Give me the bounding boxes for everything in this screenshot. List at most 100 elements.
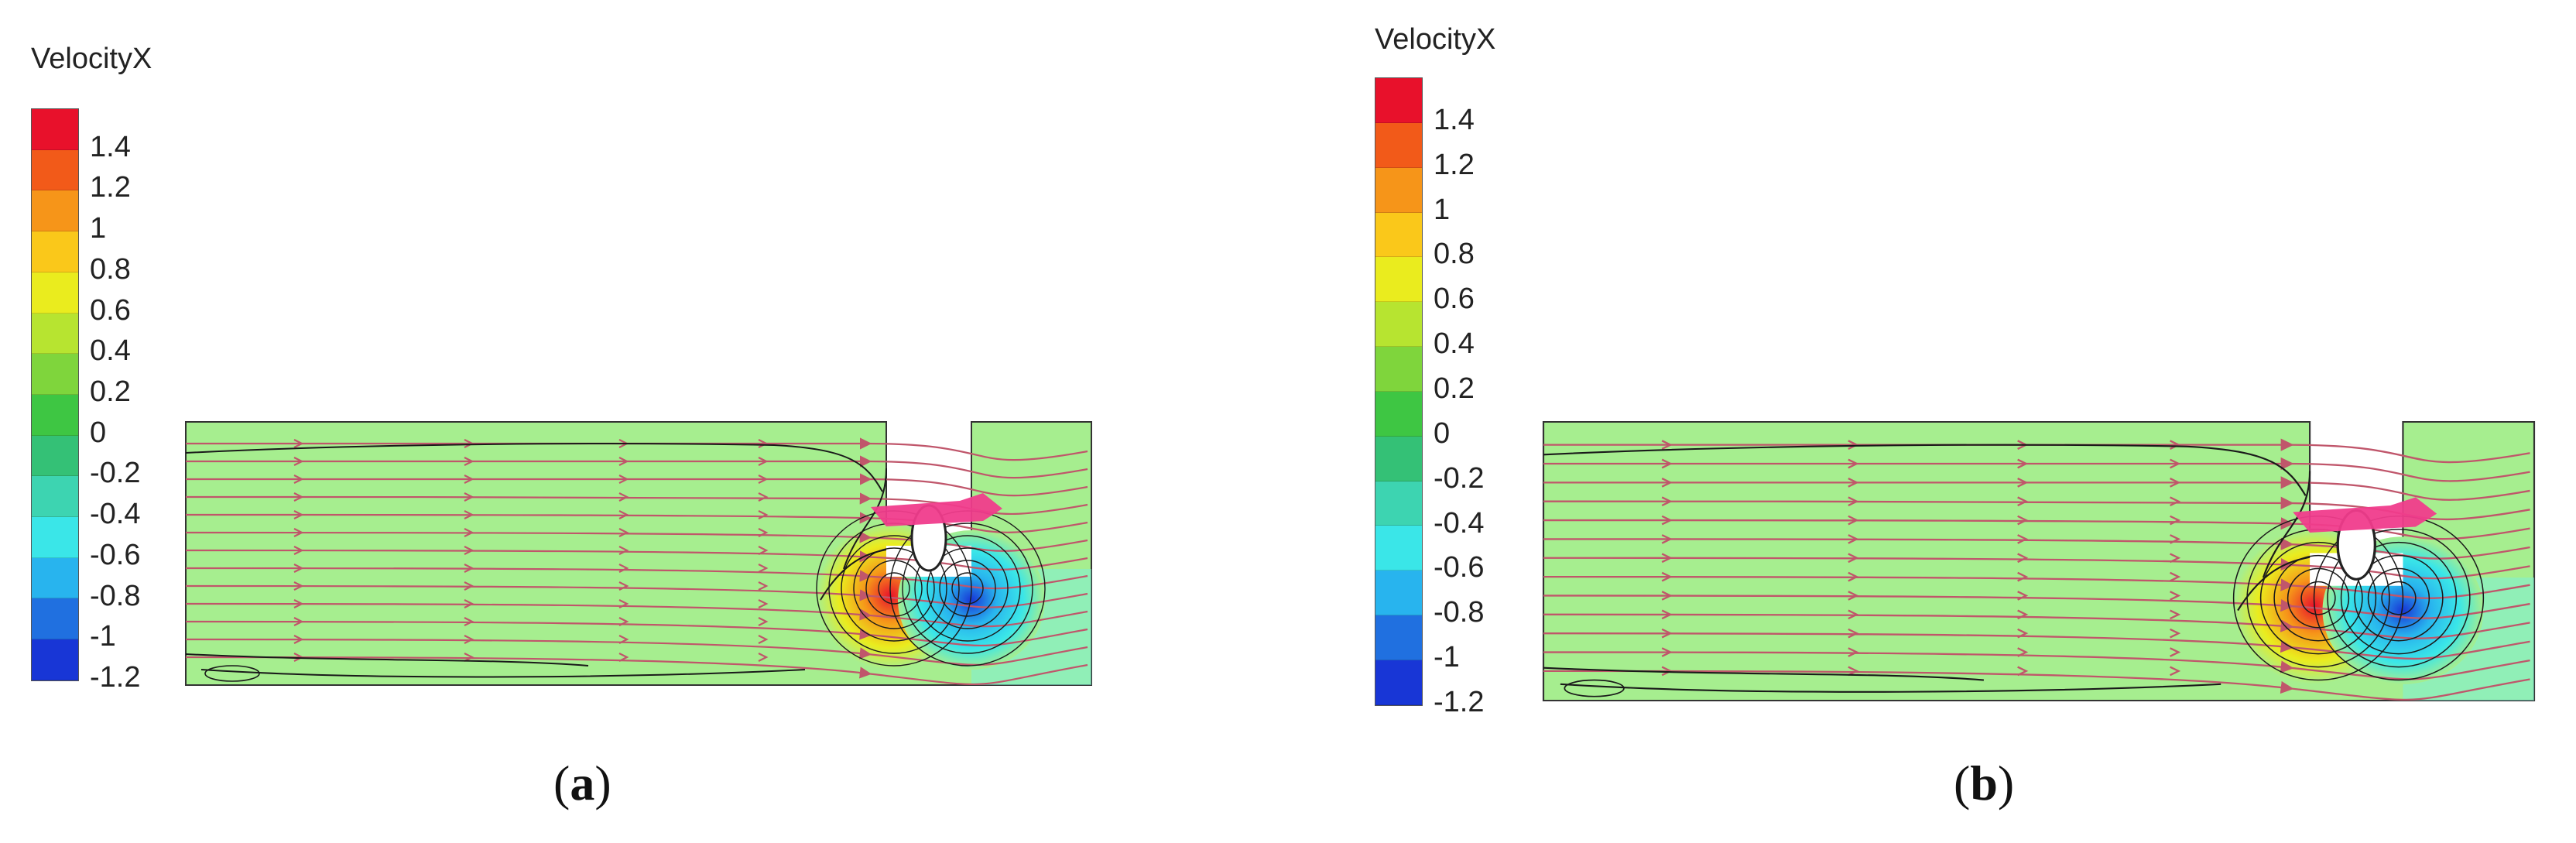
- legend-title: VelocityX: [31, 43, 152, 75]
- legend-swatch: [32, 476, 78, 518]
- streamline: [1543, 476, 2530, 501]
- legend-swatch: [1375, 436, 1422, 481]
- flow-arrow: [758, 546, 769, 555]
- legend-swatch: [1375, 571, 1422, 616]
- flow-arrow: [293, 528, 304, 537]
- flow-arrow: [618, 599, 629, 608]
- streamline: [186, 437, 1088, 461]
- contour-ring: [2354, 554, 2444, 642]
- flow-arrow: [758, 581, 769, 591]
- streamline: [1543, 438, 2530, 464]
- legend-tick-label: -0.6: [90, 538, 141, 571]
- streamline: [1543, 651, 2530, 680]
- flow-arrow: [1661, 571, 1673, 582]
- legend-tick-label: 1.2: [1434, 148, 1475, 181]
- contour-ring: [951, 572, 984, 605]
- streamline: [1543, 575, 2530, 599]
- flow-arrow: [1661, 628, 1673, 639]
- legend-tick-label: 1: [1434, 193, 1451, 226]
- flow-arrow: [293, 439, 304, 448]
- legend-swatch: [32, 109, 78, 150]
- legend-swatch: [1375, 167, 1422, 213]
- streamline: [185, 602, 1088, 628]
- flow-arrow: [1661, 458, 1673, 469]
- flow-arrow: [618, 475, 629, 484]
- contour-ring: [2327, 528, 2471, 668]
- flow-arrow: [758, 564, 769, 573]
- flow-arrow: [464, 599, 474, 608]
- flow-arrow: [1661, 553, 1673, 564]
- flow-arrow: [758, 457, 769, 466]
- flow-arrow: [1848, 515, 1859, 526]
- flow-arrow: [464, 564, 474, 573]
- streamline: [185, 567, 1088, 590]
- flow-arrow: [464, 457, 474, 466]
- legend-swatch: [1375, 391, 1422, 437]
- legend-swatch: [1375, 347, 1422, 392]
- legend-tick-label: 1: [90, 212, 107, 245]
- contour-ring: [878, 572, 910, 605]
- legend-tick-label: 0.2: [90, 375, 131, 408]
- corner-vortex: [204, 665, 260, 682]
- streamline: [1543, 457, 2530, 482]
- legend-tick-label: -1: [90, 620, 116, 653]
- flow-arrow: [1848, 647, 1859, 657]
- flow-arrow: [2170, 534, 2181, 544]
- flow-arrow: [293, 510, 304, 519]
- flow-arrow: [464, 546, 474, 555]
- color-legend-bar: [31, 108, 79, 681]
- flow-arrow: [2170, 478, 2181, 488]
- legend-swatch: [32, 557, 78, 599]
- flow-arrow: [758, 492, 769, 502]
- flow-arrow: [2017, 571, 2029, 582]
- flow-arrow: [293, 546, 304, 555]
- legend-tick-label: 0.4: [90, 334, 131, 368]
- legend-tick-label: 0.8: [90, 252, 131, 286]
- flow-arrow: [758, 599, 769, 608]
- flow-arrow: [2017, 534, 2029, 544]
- flow-arrow: [758, 528, 769, 537]
- legend-tick-label: 0.2: [1434, 372, 1475, 405]
- legend-tick-label: -1.2: [1434, 686, 1485, 718]
- flow-arrow: [464, 617, 474, 626]
- legend-tick-label: -0.2: [90, 457, 141, 490]
- flow-arrow: [618, 617, 629, 626]
- flow-arrow: [2170, 647, 2181, 657]
- flow-arrow: [1848, 609, 1859, 620]
- legend-swatch: [1375, 615, 1422, 660]
- legend-tick-label: -0.8: [90, 579, 141, 612]
- flow-arrow: [2170, 591, 2181, 601]
- legend-tick-label: 0.6: [90, 293, 131, 327]
- contour-line: [1543, 444, 2307, 496]
- contour-line: [2262, 471, 2311, 578]
- streamline: [1543, 595, 2530, 619]
- flow-arrow: [1848, 571, 1859, 582]
- flow-arrow: [618, 510, 629, 519]
- flow-arrow: [293, 599, 304, 608]
- contour-line: [843, 468, 887, 570]
- contour-ring: [927, 547, 1009, 629]
- legend-tick-label: 0.4: [1434, 327, 1475, 361]
- legend-swatch: [32, 149, 78, 191]
- flow-arrow: [2017, 666, 2029, 677]
- flow-arrow: [2170, 553, 2181, 564]
- legend-tick-label: 1.2: [90, 171, 131, 204]
- legend-swatch: [32, 272, 78, 314]
- streamline: [185, 584, 1088, 608]
- legend-swatch: [32, 517, 78, 558]
- flow-arrow: [758, 653, 769, 662]
- flow-field-plot: [1542, 420, 2536, 702]
- streamline: [185, 549, 1088, 571]
- flow-arrow: [1848, 666, 1859, 677]
- flow-arrow: [2170, 496, 2181, 507]
- panel-b: VelocityX 1.4 1.2 1 0.8 0.6 0.4 0.2 0 -0.2 -0.4 -0…: [1288, 0, 2576, 843]
- flow-arrow: [758, 439, 769, 448]
- legend-swatch: [32, 313, 78, 355]
- flow-arrow: [464, 510, 474, 519]
- flow-arrow: [2170, 609, 2181, 620]
- flow-arrow: [464, 492, 474, 502]
- contour-ring: [914, 535, 1021, 642]
- contour-ring: [2300, 581, 2336, 615]
- flow-arrow: [758, 617, 769, 626]
- flow-arrow: [1661, 591, 1673, 601]
